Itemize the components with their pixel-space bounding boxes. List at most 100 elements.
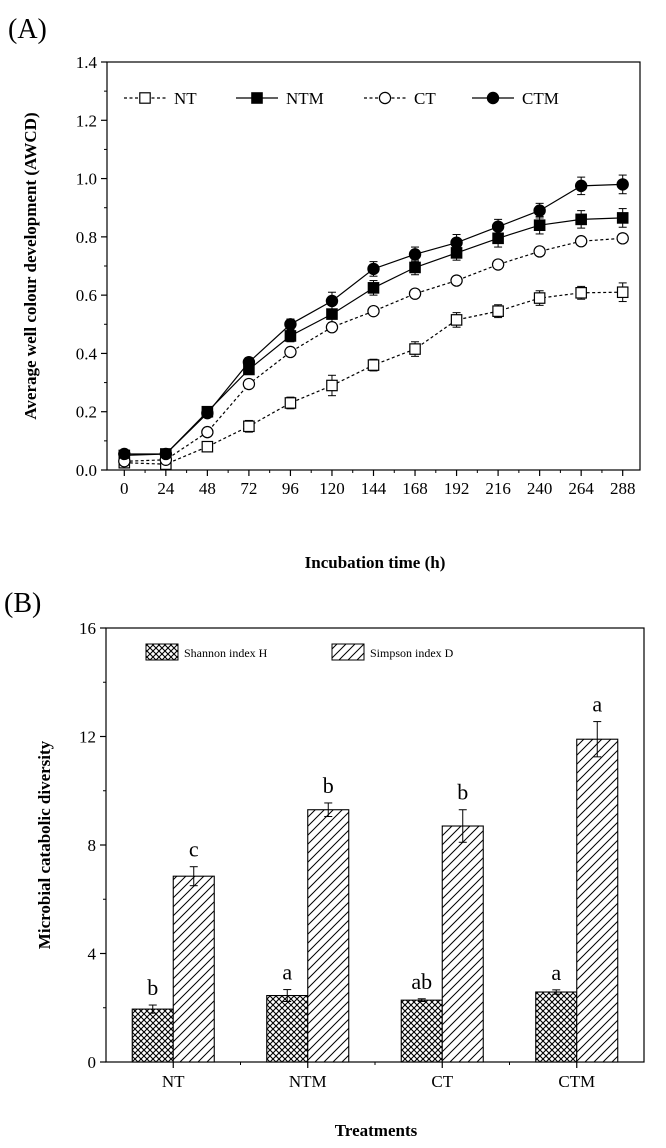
bar-shannon-index-h-significance-letter: a (551, 960, 561, 985)
panel-b-y-tick-label: 4 (88, 945, 97, 964)
panel-b-axes: 0 4 8 12 16 NT NTM CT CTM (79, 619, 645, 1091)
series-ntm-point (575, 213, 587, 226)
series-ct-point (616, 232, 629, 245)
series-ctm (118, 174, 629, 461)
series-nt-point (492, 305, 504, 317)
panel-a-x-tick-label: 216 (485, 479, 511, 498)
legend-nt-marker (139, 92, 151, 104)
bar-simpson-index-d-significance-letter: a (592, 692, 602, 717)
panel-a-x-tick-label: 96 (282, 479, 299, 498)
series-ct-point (201, 425, 214, 439)
series-ntm-point (533, 219, 546, 231)
series-simpson-index-d: c b b a (172, 692, 619, 1063)
series-nt-line (124, 291, 623, 465)
series-ctm-point (159, 447, 173, 461)
bar-simpson-index-d-significance-letter: b (323, 773, 334, 798)
bar-simpson-index-d-ctm (576, 738, 619, 1063)
series-ct-point (533, 245, 546, 258)
bar-shannon-index-h-significance-letter: ab (411, 969, 432, 994)
panel-b-x-tick-label: NTM (289, 1072, 327, 1091)
legend-ct-label: CT (414, 89, 436, 108)
bar-shannon-index-h-significance-letter: b (147, 975, 158, 1000)
panel-a-x-tick-label: 168 (402, 479, 428, 498)
panel-a-legend: NT NTM CT CTM (124, 89, 559, 108)
legend-ct-marker (378, 91, 392, 105)
series-ct-point (284, 345, 297, 359)
panel-a-label: (A) (8, 14, 47, 45)
panel-a-y-tick-label: 0.8 (76, 228, 97, 247)
series-nt-point (326, 379, 338, 392)
series-shannon-index-h: b a ab a (131, 960, 578, 1063)
series-nt-point (409, 343, 421, 355)
panel-a-y-tick-label: 1.2 (76, 111, 97, 130)
panel-a-y-tick-label: 1.4 (76, 53, 98, 72)
series-ctm-point (201, 406, 214, 420)
legend-item-shannon-index-h: Shannon index H (145, 643, 268, 661)
panel-a-x-tick-label: 192 (444, 479, 470, 498)
legend-ntm-marker (251, 92, 263, 104)
series-ntm-point (284, 330, 297, 342)
legend-nt-label: NT (174, 89, 197, 108)
series-nt-point (284, 397, 297, 409)
legend-ntm-label: NTM (286, 89, 324, 108)
series-ctm-point (616, 178, 629, 191)
series-nt-point (575, 287, 587, 299)
bar-simpson-index-d-significance-letter: b (457, 780, 468, 805)
series-ct (118, 232, 629, 468)
panel-a-y-tick-label: 0.0 (76, 461, 97, 480)
series-ntm-point (409, 261, 421, 274)
legend-simpson-index-d-swatch (331, 643, 365, 661)
panel-a-y-axis-title: Average well colour development (AWCD) (21, 112, 40, 419)
series-ctm-point (118, 447, 131, 461)
panel-b-y-tick-label: 16 (79, 619, 96, 638)
panel-b-y-axis-title: Microbial catabolic diversity (35, 740, 54, 949)
series-ctm-point (325, 294, 339, 308)
bar-simpson-index-d-ntm (307, 809, 350, 1063)
series-ntm-point (616, 212, 629, 224)
series-ctm-point (533, 204, 546, 217)
legend-item-ntm: NTM (236, 89, 324, 108)
series-nt-point (201, 440, 214, 453)
series-ctm-point (408, 248, 422, 261)
legend-item-simpson-index-d: Simpson index D (331, 643, 454, 661)
panel-b-y-tick-label: 8 (88, 836, 97, 855)
panel-b-bars: b a ab a c b b a (131, 692, 619, 1063)
series-nt-point (243, 420, 255, 433)
panel-a-x-axis-title: Incubation time (h) (305, 553, 446, 572)
panel-a-x-tick-label: 120 (319, 479, 345, 498)
legend-ctm-marker (486, 91, 500, 105)
bar-simpson-index-d-ct (441, 825, 484, 1063)
series-ctm-point (574, 179, 588, 193)
bar-shannon-index-h-significance-letter: a (282, 960, 292, 985)
series-ct-point (574, 235, 588, 248)
series-ntm-point (492, 232, 504, 245)
series-nt-point (616, 286, 629, 299)
series-nt-point (533, 292, 546, 304)
panel-a-x-tick-label: 240 (527, 479, 553, 498)
panel-a-x-tick-label: 264 (568, 479, 594, 498)
bar-simpson-index-d-significance-letter: c (189, 837, 199, 862)
panel-b-legend: Shannon index H Simpson index D (145, 643, 454, 661)
series-ctm-point (242, 355, 256, 369)
series-ctm-line (124, 183, 623, 455)
panel-a-y-tick-label: 0.4 (76, 344, 98, 363)
series-ctm-point (284, 318, 297, 331)
series-ct-point (367, 304, 380, 318)
series-ntm (118, 208, 629, 462)
legend-item-ct: CT (364, 89, 436, 108)
series-ntm-point (326, 308, 338, 320)
panel-a-x-tick-label: 288 (610, 479, 636, 498)
panel-b-x-axis-title: Treatments (335, 1121, 418, 1140)
panel-a-x-tick-label: 48 (199, 479, 216, 498)
panel-a-series (118, 174, 629, 470)
series-nt-point (450, 314, 463, 326)
series-ntm-line (124, 217, 623, 456)
bar-shannon-index-h-ct (400, 999, 443, 1063)
panel-b-x-tick-label: NT (162, 1072, 185, 1091)
panel-a-x-tick-label: 144 (361, 479, 387, 498)
panel-b-bar-chart: (B) Microbial catabolic diversity Treatm… (4, 588, 645, 1140)
series-ctm-point (491, 220, 505, 233)
legend-simpson-index-d-label: Simpson index D (370, 646, 454, 660)
panel-b-x-tick-label: CT (431, 1072, 453, 1091)
